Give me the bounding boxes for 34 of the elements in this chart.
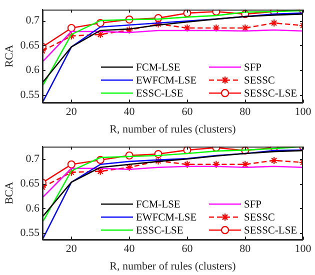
y-tick-label: 0.55	[20, 89, 40, 102]
x-tick-label: 80	[240, 243, 252, 256]
legend-label: SESSC	[244, 75, 275, 86]
legend-label: SFP	[244, 199, 262, 210]
x-tick-label: 40	[124, 106, 136, 118]
x-tick-label: 80	[240, 106, 252, 118]
x-tick-label: 60	[182, 243, 194, 256]
x-tick-label: 20	[66, 243, 78, 256]
y-axis-title: RCA	[3, 44, 16, 68]
legend-label: SESSC-LSE	[244, 225, 298, 236]
x-tick-label: 20	[66, 106, 78, 118]
legend-label: ESSC-LSE	[136, 225, 184, 236]
legend-label: EWFCM-LSE	[136, 212, 197, 224]
y-axis-title: BCA	[3, 182, 16, 204]
y-tick-label: 0.7	[26, 152, 40, 165]
x-tick-label: 100	[294, 106, 312, 118]
x-tick-label: 100	[294, 243, 312, 256]
y-tick-label: 0.6	[26, 64, 40, 76]
legend-label: ESSC-LSE	[136, 88, 184, 100]
y-tick-label: 0.55	[20, 227, 40, 240]
y-tick-label: 0.6	[26, 202, 40, 214]
legend-label: FCM-LSE	[136, 62, 180, 74]
x-tick-label: 60	[182, 106, 194, 118]
x-axis-title: R, number of rules (clusters)	[110, 123, 236, 136]
legend-label: SESSC	[244, 212, 275, 224]
x-tick-label: 40	[124, 243, 136, 256]
y-tick-label: 0.7	[26, 14, 40, 26]
legend-label: FCM-LSE	[136, 199, 180, 210]
legend-label: EWFCM-LSE	[136, 75, 197, 86]
y-tick-label: 0.65	[20, 39, 40, 52]
legend-label: SFP	[244, 62, 262, 74]
y-tick-label: 0.65	[20, 178, 40, 190]
legend-label: SESSC-LSE	[244, 88, 298, 100]
x-axis-title: R, number of rules (clusters)	[110, 260, 236, 272]
